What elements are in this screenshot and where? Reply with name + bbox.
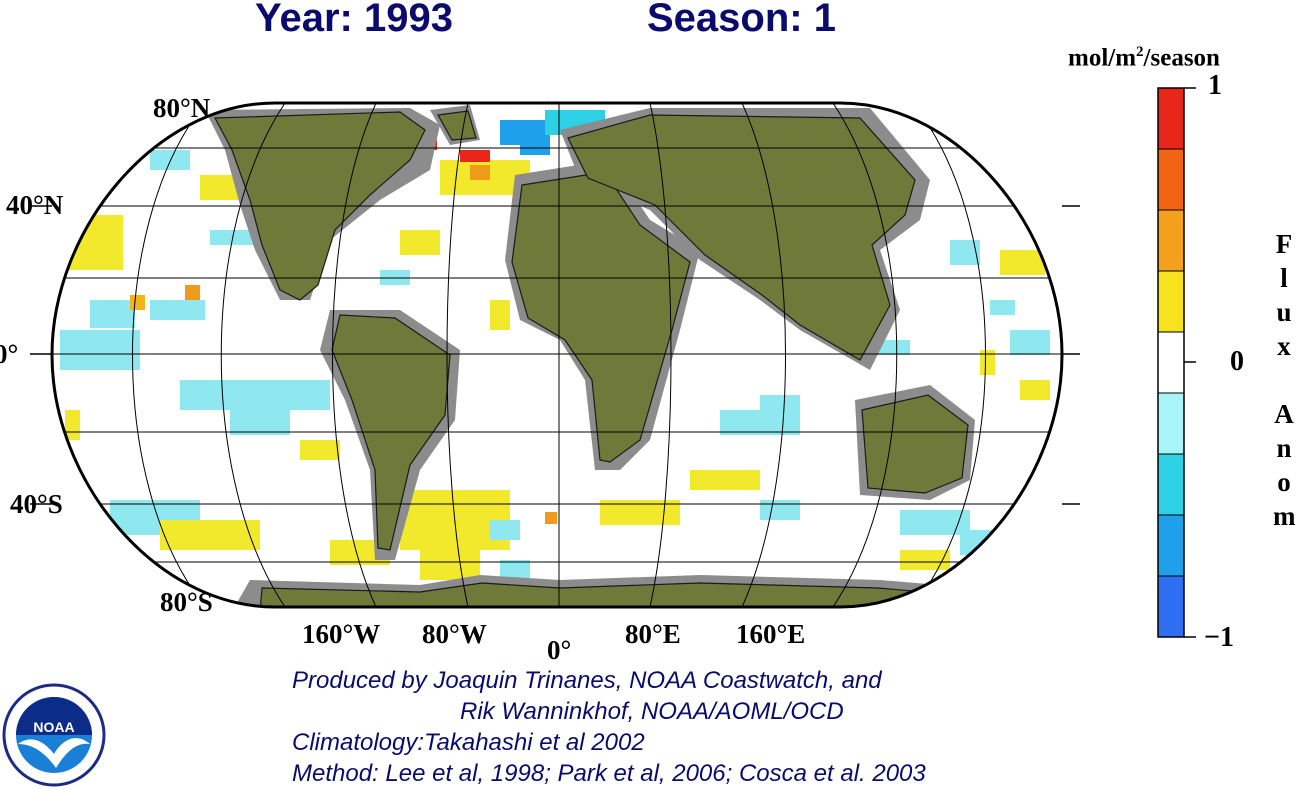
anomaly-cell — [210, 230, 260, 245]
lon-label-80e: 80°E — [625, 619, 681, 649]
anomaly-cell — [490, 300, 510, 330]
anomaly-cell — [180, 380, 330, 410]
anomaly-cell — [400, 230, 440, 255]
lat-label-40s: 40°S — [10, 489, 63, 519]
colorbar-segment — [1158, 88, 1184, 150]
colorbar-segment — [1158, 515, 1184, 577]
colorbar-label: F l u x A n o m — [1273, 229, 1296, 531]
anomaly-cell — [760, 500, 800, 520]
colorbar-tick-max: 1 — [1208, 70, 1222, 101]
colorbar-segment — [1158, 271, 1184, 333]
colorbar-segment — [1158, 393, 1184, 455]
lon-label-160w: 160°W — [302, 619, 381, 649]
anomaly-cell — [185, 285, 200, 300]
anomaly-cell — [130, 295, 145, 310]
anomaly-cell — [300, 440, 340, 460]
colorbar-segment — [1158, 332, 1184, 394]
credit-line-1: Produced by Joaquin Trinanes, NOAA Coast… — [292, 667, 882, 694]
lat-label-40n: 40°N — [6, 190, 64, 220]
map-border — [50, 101, 1064, 609]
anomaly-cell — [1020, 380, 1050, 400]
anomaly-cell — [160, 520, 260, 550]
anomaly-cell — [545, 512, 557, 524]
anomaly-cell — [900, 550, 950, 570]
anomaly-cell — [500, 560, 530, 580]
anomaly-cell — [230, 410, 290, 435]
anomaly-cell — [980, 350, 995, 375]
year-title: Year: 1993 — [255, 0, 453, 40]
colorbar-unit: mol/m2/season — [1068, 44, 1220, 72]
anomaly-cell — [900, 510, 970, 535]
lat-label-80s: 80°S — [160, 587, 213, 617]
anomaly-cell — [1000, 250, 1045, 275]
anomaly-cell — [990, 300, 1015, 315]
credits: Produced by Joaquin Trinanes, NOAA Coast… — [292, 665, 926, 789]
colorbar — [1157, 87, 1196, 638]
colorbar-segment — [1158, 576, 1184, 638]
colorbar-tick-zero: 0 — [1230, 346, 1244, 377]
graticule — [52, 103, 1062, 607]
lon-label-160e: 160°E — [736, 619, 806, 649]
lat-label-0: 0° — [0, 339, 19, 369]
anomaly-cell — [90, 300, 135, 328]
colorbar-tick-min: −1 — [1204, 622, 1234, 653]
svg-text:NOAA: NOAA — [33, 719, 74, 735]
anomaly-cell — [420, 550, 480, 580]
colorbar-segment — [1158, 149, 1184, 211]
anomaly-cell — [150, 300, 205, 320]
season-title: Season: 1 — [647, 0, 836, 40]
credit-line-2: Rik Wanninkhof, NOAA/AOML/OCD — [460, 698, 844, 725]
anomaly-cell — [760, 395, 800, 415]
lon-label-80w: 80°W — [422, 619, 487, 649]
anomaly-cell — [60, 330, 140, 370]
lat-label-80n: 80°N — [153, 93, 211, 123]
noaa-logo: NOAA — [2, 683, 106, 787]
anomaly-cell — [490, 520, 520, 540]
credit-line-4: Method: Lee et al, 1998; Park et al, 200… — [292, 760, 926, 787]
anomaly-cell — [690, 470, 760, 490]
anomaly-cell — [950, 240, 980, 265]
lon-label-0: 0° — [547, 635, 572, 665]
colorbar-segment — [1158, 210, 1184, 272]
anomaly-cell — [460, 150, 490, 162]
credit-line-3: Climatology:Takahashi et al 2002 — [292, 729, 645, 756]
anomaly-cell — [1010, 330, 1050, 355]
anomaly-cell — [470, 165, 490, 180]
anomaly-cell — [150, 150, 190, 170]
colorbar-segment — [1158, 454, 1184, 516]
